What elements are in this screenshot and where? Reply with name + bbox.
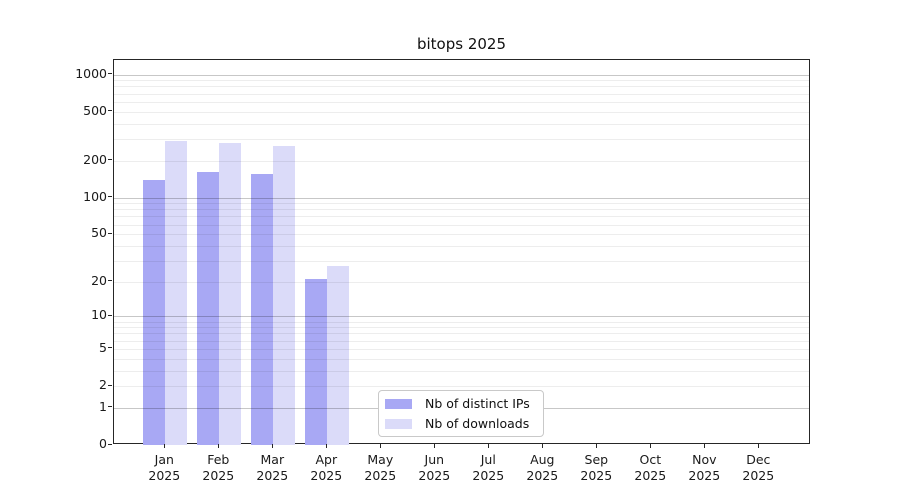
gridline-minor — [114, 358, 809, 360]
gridline-minor — [114, 340, 809, 342]
x-tick-label: Sep 2025 — [580, 452, 613, 483]
x-tick-mark — [380, 444, 382, 448]
legend: Nb of distinct IPs Nb of downloads — [378, 390, 544, 437]
y-tick-mark — [108, 384, 112, 386]
y-tick-mark — [108, 443, 112, 445]
gridline-minor — [114, 138, 809, 140]
y-tick-mark — [108, 347, 112, 349]
x-tick-label: Nov 2025 — [688, 452, 721, 483]
x-tick-label: Jun 2025 — [418, 452, 451, 483]
y-tick-label: 200 — [83, 151, 107, 167]
x-tick-mark — [272, 444, 274, 448]
x-tick-mark — [704, 444, 706, 448]
x-tick-label: Feb 2025 — [202, 452, 235, 483]
chart-title: bitops 2025 — [416, 35, 507, 53]
gridline-minor — [114, 333, 809, 335]
x-tick-mark — [326, 444, 328, 448]
x-tick-mark — [758, 444, 760, 448]
y-tick-label: 20 — [91, 272, 107, 288]
bar-downloads — [273, 145, 296, 445]
gridline-minor — [114, 321, 809, 323]
bar-distinct-ips — [143, 179, 166, 445]
gridline-minor — [114, 370, 809, 372]
y-tick-mark — [108, 280, 112, 282]
bar-distinct-ips — [305, 279, 328, 445]
x-tick-mark — [488, 444, 490, 448]
x-tick-label: May 2025 — [364, 452, 397, 483]
y-tick-mark — [108, 406, 112, 408]
legend-label-distinct-ips: Nb of distinct IPs — [425, 396, 530, 411]
y-tick-label: 50 — [91, 225, 107, 241]
x-tick-label: Jan 2025 — [148, 452, 181, 483]
y-tick-label: 5 — [99, 339, 107, 355]
legend-row-distinct-ips: Nb of distinct IPs — [385, 396, 537, 411]
gridline-minor — [114, 234, 809, 236]
gridline-major — [114, 197, 809, 199]
gridline-minor — [114, 80, 809, 82]
gridline-minor — [114, 245, 809, 247]
y-tick-mark — [108, 110, 112, 112]
x-tick-label: Jul 2025 — [472, 452, 505, 483]
gridline-minor — [114, 93, 809, 95]
gridline-minor — [114, 123, 809, 125]
gridline-minor — [114, 260, 809, 262]
gridline-minor — [114, 348, 809, 350]
bar-downloads — [327, 266, 350, 445]
gridline-major — [114, 316, 809, 318]
y-tick-label: 500 — [83, 102, 107, 118]
bar-distinct-ips — [197, 172, 220, 445]
gridline-minor — [114, 386, 809, 388]
legend-swatch-distinct-ips-icon — [385, 398, 412, 409]
y-tick-label: 100 — [83, 188, 107, 204]
x-tick-mark — [542, 444, 544, 448]
gridline-minor — [114, 86, 809, 88]
gridline-minor — [114, 224, 809, 226]
gridline-minor — [114, 209, 809, 211]
bar-distinct-ips — [251, 174, 274, 445]
y-tick-mark — [108, 314, 112, 316]
x-tick-mark — [596, 444, 598, 448]
gridline-minor — [114, 101, 809, 103]
x-tick-mark — [650, 444, 652, 448]
gridline-minor — [114, 216, 809, 218]
y-tick-label: 0 — [99, 436, 107, 451]
plot-area — [113, 59, 810, 445]
legend-label-downloads: Nb of downloads — [425, 416, 530, 431]
y-tick-label: 2 — [99, 377, 107, 393]
x-tick-mark — [164, 444, 166, 448]
legend-row-downloads: Nb of downloads — [385, 416, 537, 431]
y-tick-mark — [108, 73, 112, 74]
gridline-minor — [114, 160, 809, 162]
y-tick-mark — [108, 232, 112, 234]
x-tick-label: Oct 2025 — [634, 452, 667, 483]
x-tick-label: Apr 2025 — [310, 452, 343, 483]
gridline-minor — [114, 111, 809, 113]
x-tick-mark — [218, 444, 220, 448]
x-tick-label: Dec 2025 — [742, 452, 775, 483]
y-tick-mark — [108, 159, 112, 161]
x-tick-label: Mar 2025 — [256, 452, 289, 483]
y-tick-label: 1000 — [75, 65, 107, 81]
bar-downloads — [219, 142, 242, 445]
y-tick-label: 10 — [91, 307, 107, 323]
gridline-major — [114, 74, 809, 76]
gridline-minor — [114, 327, 809, 329]
y-tick-label: 1 — [99, 398, 107, 414]
x-tick-mark — [434, 444, 436, 448]
gridline-minor — [114, 281, 809, 283]
gridline-minor — [114, 203, 809, 205]
y-tick-mark — [108, 196, 112, 197]
legend-swatch-downloads-icon — [385, 418, 412, 429]
x-tick-label: Aug 2025 — [526, 452, 559, 483]
bar-downloads — [165, 140, 188, 445]
